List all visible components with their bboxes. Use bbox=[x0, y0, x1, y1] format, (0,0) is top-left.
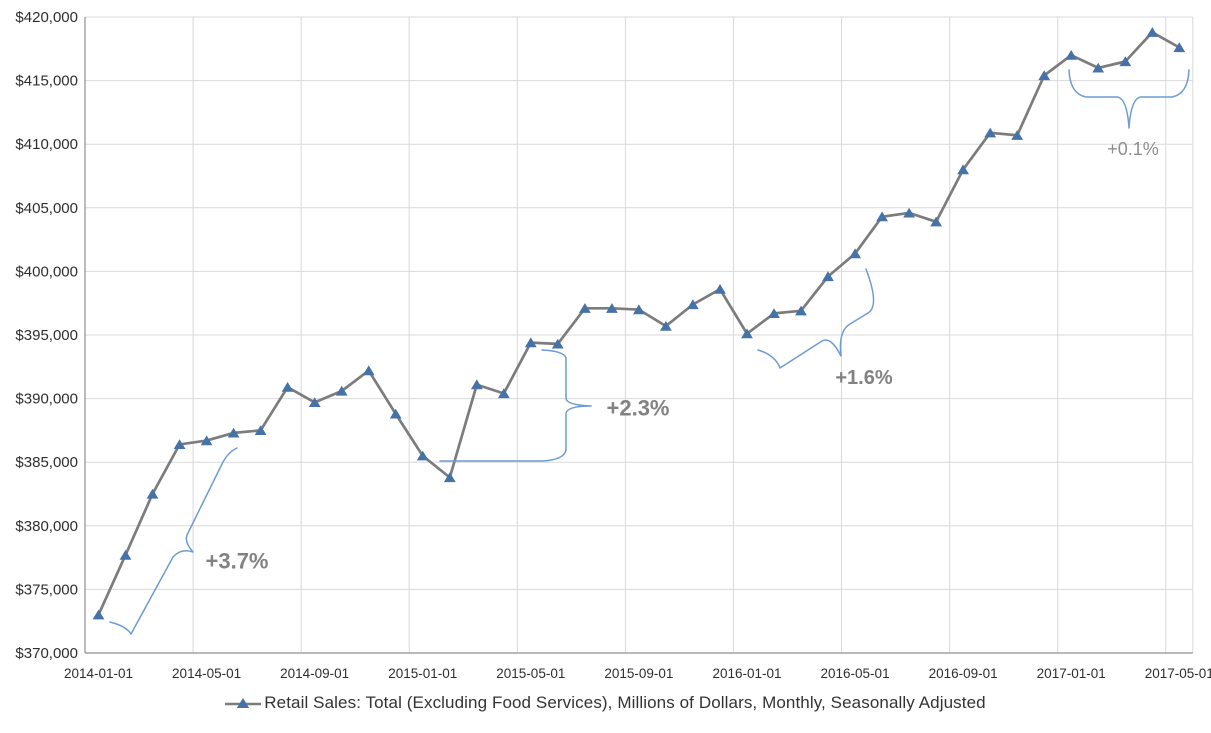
data-point-marker bbox=[1092, 62, 1105, 73]
data-point-marker bbox=[822, 271, 834, 282]
data-point-marker bbox=[930, 216, 942, 227]
data-point-marker bbox=[308, 397, 321, 407]
x-axis-tick-label: 2015-01-01 bbox=[388, 666, 457, 681]
y-axis-tick-label: $380,000 bbox=[15, 518, 78, 535]
y-axis-tick-label: $370,000 bbox=[15, 645, 78, 662]
y-axis-tick-label: $415,000 bbox=[15, 73, 78, 90]
y-axis-tick-label: $395,000 bbox=[15, 327, 78, 344]
data-point-marker bbox=[227, 427, 240, 438]
data-point-marker bbox=[633, 304, 645, 315]
data-point-marker bbox=[1146, 27, 1159, 37]
legend-series-label: Retail Sales: Total (Excluding Food Serv… bbox=[264, 693, 986, 712]
data-point-marker bbox=[876, 211, 888, 222]
y-axis-tick-label: $400,000 bbox=[15, 263, 78, 280]
annotation-label-growth-2017: +0.1% bbox=[1107, 139, 1159, 159]
annotation-label-growth-2016: +1.6% bbox=[835, 367, 892, 389]
data-point-marker bbox=[200, 435, 213, 446]
data-point-marker bbox=[551, 338, 564, 349]
y-axis-tick-label: $410,000 bbox=[15, 136, 78, 153]
x-axis-tick-label: 2014-01-01 bbox=[64, 666, 133, 681]
data-point-marker bbox=[849, 248, 861, 259]
y-axis-tick-label: $375,000 bbox=[15, 581, 78, 598]
data-point-marker bbox=[1011, 130, 1024, 140]
horizontal-gridlines bbox=[85, 16, 1193, 590]
data-point-marker bbox=[416, 450, 429, 461]
annotation-brace-growth-2017 bbox=[1068, 69, 1190, 129]
data-point-marker bbox=[1119, 56, 1132, 67]
data-point-marker bbox=[579, 303, 591, 313]
data-point-marker bbox=[524, 337, 537, 348]
data-point-marker bbox=[443, 472, 456, 483]
data-point-marker bbox=[281, 382, 294, 392]
data-point-marker bbox=[714, 284, 726, 294]
y-axis-tick-label: $390,000 bbox=[15, 391, 78, 408]
x-axis-tick-label: 2016-09-01 bbox=[929, 666, 998, 681]
data-point-marker bbox=[903, 207, 915, 218]
y-axis-tick-label: $405,000 bbox=[15, 200, 78, 217]
data-point-marker bbox=[119, 549, 132, 560]
x-axis-tick-label: 2014-09-01 bbox=[280, 666, 349, 681]
data-point-marker bbox=[687, 299, 699, 310]
data-point-marker bbox=[984, 127, 997, 138]
data-point-marker bbox=[389, 408, 402, 419]
annotation-brace-growth-2016 bbox=[757, 268, 875, 369]
y-axis-tick-label: $385,000 bbox=[15, 454, 78, 471]
x-axis-tick-label: 2017-05-01 bbox=[1145, 666, 1211, 681]
data-point-marker bbox=[957, 164, 969, 175]
data-point-marker bbox=[1173, 42, 1186, 53]
data-point-marker bbox=[335, 385, 348, 396]
y-axis-tick-labels: $420,000 $415,000 $410,000 $405,000 $400,000… bbox=[15, 9, 78, 662]
x-axis-tick-label: 2015-05-01 bbox=[496, 666, 565, 681]
annotations: +3.7% +2.3% +1.6% +0.1% bbox=[109, 69, 1190, 635]
annotation-label-growth-2015: +2.3% bbox=[607, 396, 670, 421]
data-point-marker bbox=[497, 388, 510, 399]
data-point-marker bbox=[741, 328, 753, 339]
data-point-marker bbox=[795, 305, 807, 316]
data-point-marker bbox=[362, 365, 375, 376]
x-axis-tick-label: 2015-09-01 bbox=[604, 666, 673, 681]
x-axis-tick-labels: 2014-01-01 2014-05-01 2014-09-01 2015-01-01… bbox=[64, 666, 1211, 681]
data-point-marker bbox=[1065, 50, 1078, 60]
annotation-label-growth-2014: +3.7% bbox=[206, 549, 269, 574]
data-point-marker bbox=[254, 425, 267, 435]
data-point-marker bbox=[92, 609, 105, 620]
chart-legend: Retail Sales: Total (Excluding Food Serv… bbox=[0, 693, 1211, 713]
x-axis-tick-label: 2014-05-01 bbox=[172, 666, 241, 681]
line-chart-plot-area: $420,000 $415,000 $410,000 $405,000 $400,000… bbox=[15, 9, 1211, 681]
annotation-brace-growth-2015 bbox=[439, 349, 592, 462]
data-point-marker bbox=[606, 303, 618, 313]
data-point-marker bbox=[660, 320, 672, 331]
x-axis-tick-label: 2016-05-01 bbox=[821, 666, 890, 681]
data-point-marker bbox=[470, 379, 483, 390]
data-point-marker bbox=[768, 308, 780, 318]
annotation-brace-growth-2014 bbox=[109, 447, 238, 635]
data-point-markers bbox=[92, 27, 1186, 620]
legend-line-marker-icon bbox=[225, 697, 262, 708]
x-axis-tick-label: 2017-01-01 bbox=[1037, 666, 1106, 681]
x-axis-tick-label: 2016-01-01 bbox=[712, 666, 781, 681]
data-point-marker bbox=[173, 439, 186, 449]
data-point-marker bbox=[146, 488, 159, 499]
data-series-line bbox=[97, 30, 1181, 617]
y-axis-tick-label: $420,000 bbox=[15, 9, 78, 26]
data-point-marker bbox=[1038, 70, 1051, 81]
